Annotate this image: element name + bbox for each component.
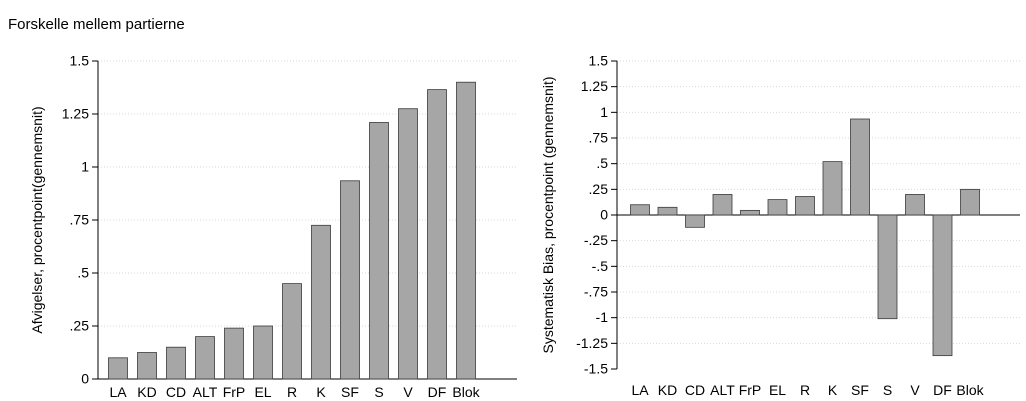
chart2-category-label: SF	[851, 382, 869, 398]
chart2-ytick-label: 1.25	[581, 78, 608, 94]
chart2-ytick-label: .5	[596, 155, 608, 171]
chart1-category-label: V	[403, 384, 413, 400]
chart2-ytick-label: .75	[589, 130, 609, 146]
chart2-ytick-label: 1.5	[589, 53, 609, 69]
chart2-bar-kd	[657, 206, 678, 216]
chart1-bar-la	[108, 357, 128, 380]
chart2-bar-blok	[960, 188, 980, 216]
chart1-ytick-label: .75	[70, 212, 90, 228]
chart2-category-label: FrP	[739, 382, 762, 398]
chart1-bar-el	[253, 325, 273, 380]
chart1-category-label: DF	[428, 384, 447, 400]
chart2-bar-df	[932, 214, 953, 357]
chart2-bar-la	[630, 204, 650, 216]
chart1-bar-blok	[456, 81, 476, 380]
chart2-bar-el	[767, 199, 788, 216]
chart2-category-label: Blok	[956, 382, 984, 398]
chart2-bar-frp	[740, 209, 760, 216]
chart1-ytick-label: .5	[77, 265, 89, 281]
chart2-category-label: EL	[769, 382, 786, 398]
chart2-bar-v	[905, 194, 925, 216]
chart2-ytick-label: -1.25	[576, 335, 608, 351]
chart2-bar-s	[877, 214, 898, 320]
chart1-bar-kd	[137, 352, 157, 380]
chart1-category-label: FrP	[223, 384, 246, 400]
chart1-ylabel: Afvigelser, procentpoint(gennemsnit)	[29, 106, 45, 333]
chart2-ytick-label: -.5	[592, 258, 609, 274]
chart2-category-label: DF	[933, 382, 952, 398]
chart1-category-label: CD	[166, 384, 186, 400]
chart2-category-label: R	[800, 382, 810, 398]
chart2-category-label: LA	[631, 382, 649, 398]
chart2-category-label: S	[883, 382, 892, 398]
chart1-category-label: ALT	[193, 384, 218, 400]
chart2-bar-cd	[685, 214, 705, 228]
chart2-ytick-label: -.25	[584, 232, 608, 248]
chart1-category-label: LA	[109, 384, 127, 400]
chart2-ytick-label: -.75	[584, 284, 608, 300]
chart1-bar-cd	[166, 346, 186, 380]
chart1-category-label: K	[316, 384, 326, 400]
chart2-ylabel: Systematisk Bias, procentpoint (gennemsn…	[540, 76, 556, 353]
chart1-category-label: KD	[137, 384, 156, 400]
chart1-ytick-label: 1	[81, 159, 89, 175]
chart2-ytick-label: -1	[596, 309, 609, 325]
chart2-category-label: ALT	[710, 382, 735, 398]
chart2-plot: -1.5 -1.25 -1 -.75 -.5 -.25 0 .25 .5 .75 1 1.25 1.5 L…	[540, 53, 1020, 398]
chart2-ytick-label: .25	[589, 181, 609, 197]
chart-title: Forskelle mellem partierne	[8, 16, 185, 33]
chart1-bar-s	[369, 122, 389, 380]
chart2-bar-sf	[850, 118, 870, 216]
chart1-ytick-label: 0	[81, 371, 89, 387]
chart1-ytick-label: 1.25	[62, 106, 89, 122]
chart2-bar-r	[795, 196, 815, 216]
chart1-bar-df	[427, 89, 447, 380]
chart1-bar-alt	[195, 336, 215, 380]
chart1-plot: 0 .25 .5 .75 1 1.25 1.5 LA KD CD ALT FrP EL R K SF S V DF B…	[29, 53, 517, 400]
chart1-category-label: R	[287, 384, 297, 400]
chart1-bar-frp	[224, 327, 244, 380]
chart2-category-label: K	[828, 382, 838, 398]
chart1-category-label: SF	[341, 384, 359, 400]
chart2-category-label: CD	[685, 382, 705, 398]
chart1-bar-sf	[340, 180, 360, 380]
chart1-ytick-label: 1.5	[70, 53, 90, 69]
chart1-bar-k	[311, 224, 331, 380]
chart2-ytick-label: -1.5	[584, 361, 608, 377]
chart1-category-label: Blok	[452, 384, 480, 400]
chart2-category-label: V	[910, 382, 920, 398]
chart2-bar-k	[822, 161, 843, 216]
chart1-bar-v	[398, 108, 418, 380]
chart2-ytick-label: 0	[600, 207, 608, 223]
chart2-bar-alt	[712, 194, 733, 216]
chart1-ytick-label: .25	[70, 318, 90, 334]
chart2-ytick-label: 1	[600, 104, 608, 120]
chart2-category-label: KD	[658, 382, 677, 398]
chart1-category-label: EL	[254, 384, 271, 400]
chart1-bar-r	[282, 283, 302, 380]
chart1-category-label: S	[374, 384, 383, 400]
